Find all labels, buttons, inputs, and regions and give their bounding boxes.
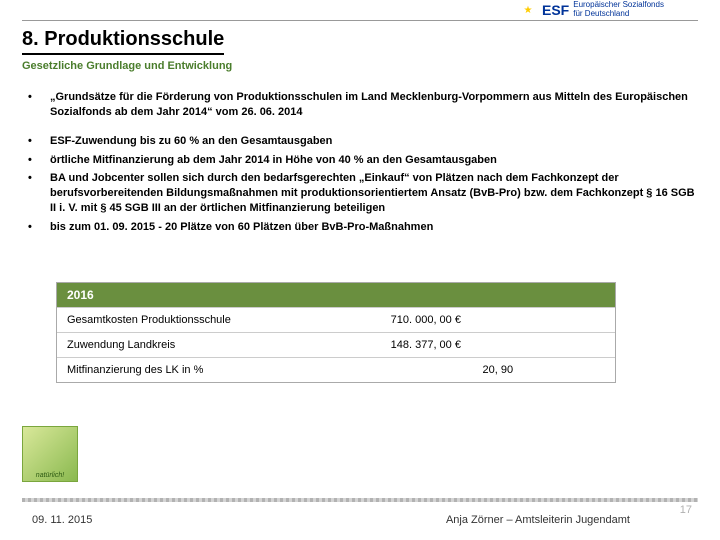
esf-label: ESF <box>542 2 569 18</box>
table-cell-value: 710. 000, 00 € <box>381 308 615 332</box>
table-cell-value: 20, 90 <box>381 358 615 382</box>
esf-sub-line2: für Deutschland <box>573 10 664 19</box>
bullet-item: „Grundsätze für die Förderung von Produk… <box>22 90 698 120</box>
page-title: 8. Produktionsschule <box>22 28 224 55</box>
table-cell-label: Gesamtkosten Produktionsschule <box>57 308 381 332</box>
page-number: 17 <box>680 504 692 516</box>
eu-stars-icon: ★ <box>518 0 538 20</box>
logo-text: natürlich! <box>36 472 64 479</box>
footer-date: 09. 11. 2015 <box>32 514 92 526</box>
bottom-rule <box>22 498 698 502</box>
table-cell-label: Zuwendung Landkreis <box>57 333 381 357</box>
footer-author: Anja Zörner – Amtsleiterin Jugendamt <box>446 514 630 526</box>
table-header: 2016 <box>57 283 615 307</box>
table-row: Zuwendung Landkreis 148. 377, 00 € <box>57 332 615 357</box>
bullet-item: örtliche Mitfinanzierung ab dem Jahr 201… <box>22 153 698 168</box>
top-rule <box>22 20 698 21</box>
esf-subtitle: Europäischer Sozialfonds für Deutschland <box>573 1 664 19</box>
esf-logo: ★ ESF Europäischer Sozialfonds für Deuts… <box>518 0 698 20</box>
table-row: Mitfinanzierung des LK in % 20, 90 <box>57 357 615 382</box>
bullet-list: „Grundsätze für die Förderung von Produk… <box>22 90 698 239</box>
page-subtitle: Gesetzliche Grundlage und Entwicklung <box>22 60 232 72</box>
bullet-item: ESF-Zuwendung bis zu 60 % an den Gesamta… <box>22 134 698 149</box>
natuerlich-logo: natürlich! <box>22 426 78 482</box>
table-row: Gesamtkosten Produktionsschule 710. 000,… <box>57 307 615 332</box>
table-cell-value: 148. 377, 00 € <box>381 333 615 357</box>
bullet-item: BA und Jobcenter sollen sich durch den b… <box>22 171 698 216</box>
bullet-item: bis zum 01. 09. 2015 - 20 Plätze von 60 … <box>22 220 698 235</box>
table-cell-label: Mitfinanzierung des LK in % <box>57 358 381 382</box>
cost-table: 2016 Gesamtkosten Produktionsschule 710.… <box>56 282 616 383</box>
